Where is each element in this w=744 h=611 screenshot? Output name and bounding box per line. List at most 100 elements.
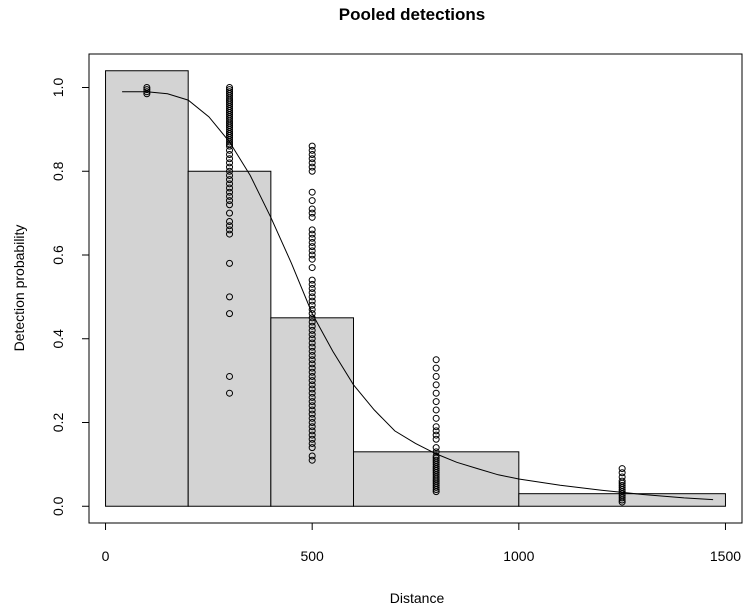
- y-axis: 0.0 0.2 0.4 0.6 0.8 1.0: [50, 78, 90, 516]
- detection-point: [308, 146, 316, 154]
- detection-point: [308, 142, 316, 150]
- histogram-bar-1: [105, 70, 189, 507]
- x-tick-label: 1500: [710, 548, 741, 564]
- y-axis-label: Detection probability: [11, 225, 27, 352]
- detection-point: [308, 289, 316, 297]
- detection-point: [308, 318, 316, 326]
- detection-point: [226, 259, 234, 267]
- detection-point: [226, 293, 234, 301]
- detection-point: [226, 151, 234, 158]
- detection-point: [226, 201, 234, 209]
- detection-point: [308, 444, 316, 452]
- detection-point: [308, 230, 316, 238]
- detection-point: [226, 226, 234, 234]
- detection-point: [308, 435, 316, 443]
- detection-point: [308, 205, 316, 213]
- chart-title: Pooled detections: [339, 5, 485, 24]
- detection-point: [432, 444, 440, 452]
- detection-point: [432, 423, 440, 431]
- detection-point: [308, 213, 316, 221]
- fitted-curve-group: [122, 91, 714, 501]
- detection-point: [226, 138, 234, 146]
- x-tick-label: 0: [102, 548, 110, 564]
- detection-point: [226, 146, 234, 154]
- detection-point: [226, 389, 234, 397]
- detection-point: [432, 488, 440, 496]
- detection-point: [308, 285, 316, 292]
- detection-point: [308, 197, 316, 205]
- histogram-bar-2: [187, 170, 272, 507]
- detection-point: [308, 159, 316, 167]
- detection-point: [432, 364, 440, 372]
- histogram-bar-4: [353, 451, 520, 507]
- histogram-bar-3: [270, 317, 355, 507]
- detection-point: [618, 496, 626, 504]
- detection-point: [226, 222, 234, 230]
- detection-point: [432, 398, 440, 406]
- detection-point: [308, 226, 316, 234]
- detection-point: [432, 431, 440, 439]
- detection-point: [308, 293, 316, 301]
- detection-point: [308, 151, 316, 158]
- detection-point: [308, 389, 316, 397]
- detection-point: [308, 255, 316, 263]
- detection-point: [226, 192, 234, 200]
- detection-point: [432, 486, 440, 493]
- detection-point: [308, 352, 316, 359]
- detection-point: [308, 372, 316, 380]
- detection-point: [308, 360, 316, 368]
- detection-point: [618, 465, 626, 473]
- detection-point: [308, 406, 316, 414]
- detection-point: [226, 310, 234, 318]
- detection-point: [143, 84, 151, 91]
- detection-point: [308, 188, 316, 196]
- detection-point: [308, 335, 316, 343]
- detection-point: [308, 423, 316, 431]
- detection-point: [226, 176, 234, 184]
- y-tick-label: 1.0: [50, 78, 66, 98]
- detection-point: [308, 209, 316, 217]
- detection-point: [308, 243, 316, 251]
- detection-point: [432, 372, 440, 380]
- detection-point: [143, 86, 151, 94]
- detection-point: [308, 280, 316, 288]
- detection-point: [308, 247, 316, 255]
- x-tick-label: 1000: [503, 548, 534, 564]
- detection-point: [226, 159, 234, 167]
- detection-point: [618, 469, 626, 477]
- detection-point: [308, 234, 316, 242]
- detection-point: [308, 331, 316, 339]
- detection-point: [308, 410, 316, 418]
- detection-point: [308, 381, 316, 389]
- detection-point: [308, 322, 316, 330]
- detection-point: [308, 155, 316, 163]
- detection-point: [432, 406, 440, 414]
- y-tick-label: 0.8: [50, 161, 66, 181]
- detection-point: [308, 452, 316, 460]
- detection-point: [308, 377, 316, 385]
- y-tick-label: 0.4: [50, 329, 66, 349]
- detection-point: [226, 218, 234, 225]
- detection-point: [432, 483, 440, 491]
- detection-point: [226, 171, 234, 179]
- detection-point: [308, 326, 316, 334]
- detection-point: [432, 389, 440, 397]
- detection-point: [308, 238, 316, 246]
- detection-point: [308, 431, 316, 439]
- detection-point: [308, 276, 316, 284]
- detection-point: [226, 167, 234, 175]
- histogram-bar-5: [518, 493, 726, 507]
- detection-point: [308, 314, 316, 322]
- y-tick-label: 0.6: [50, 245, 66, 265]
- detection-point: [226, 188, 234, 196]
- x-axis: 0 500 1000 1500: [102, 522, 741, 564]
- detection-point: [226, 184, 234, 192]
- detection-point: [618, 498, 626, 506]
- detection-point: [308, 339, 316, 347]
- detection-point: [308, 264, 316, 272]
- detection-point: [308, 398, 316, 406]
- detection-point: [308, 439, 316, 447]
- detection-point: [226, 230, 234, 238]
- detection-point: [432, 356, 440, 364]
